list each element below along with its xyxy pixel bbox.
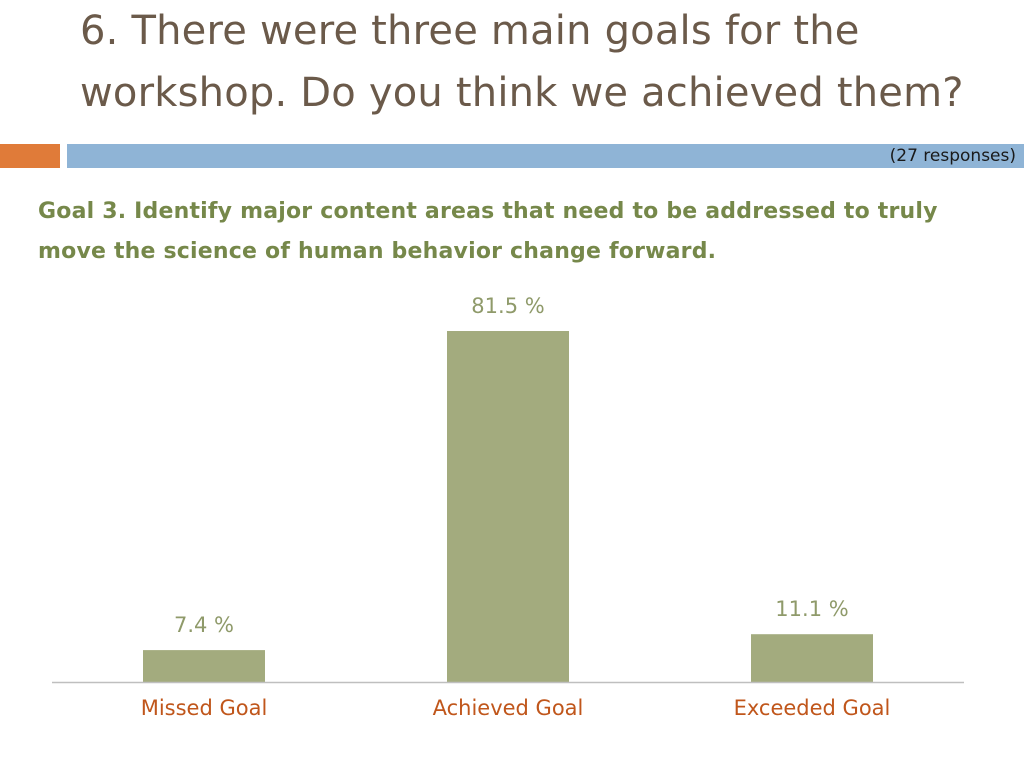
bar-exceeded-goal xyxy=(751,634,873,682)
data-label: 11.1 % xyxy=(775,597,848,621)
data-label: 7.4 % xyxy=(174,613,234,637)
accent-bar-blue xyxy=(67,144,1024,168)
bar-missed-goal xyxy=(143,650,265,682)
bar-achieved-goal xyxy=(447,331,569,682)
category-label: Achieved Goal xyxy=(433,696,584,720)
responses-count: (27 responses) xyxy=(889,146,1016,166)
goal-subtitle: Goal 3. Identify major content areas tha… xyxy=(38,199,938,264)
category-label: Missed Goal xyxy=(141,696,268,720)
category-label: Exceeded Goal xyxy=(734,696,891,720)
slide-title: 6. There were three main goals for the w… xyxy=(80,8,964,116)
data-label: 81.5 % xyxy=(471,294,544,318)
accent-bar-orange xyxy=(0,144,60,168)
